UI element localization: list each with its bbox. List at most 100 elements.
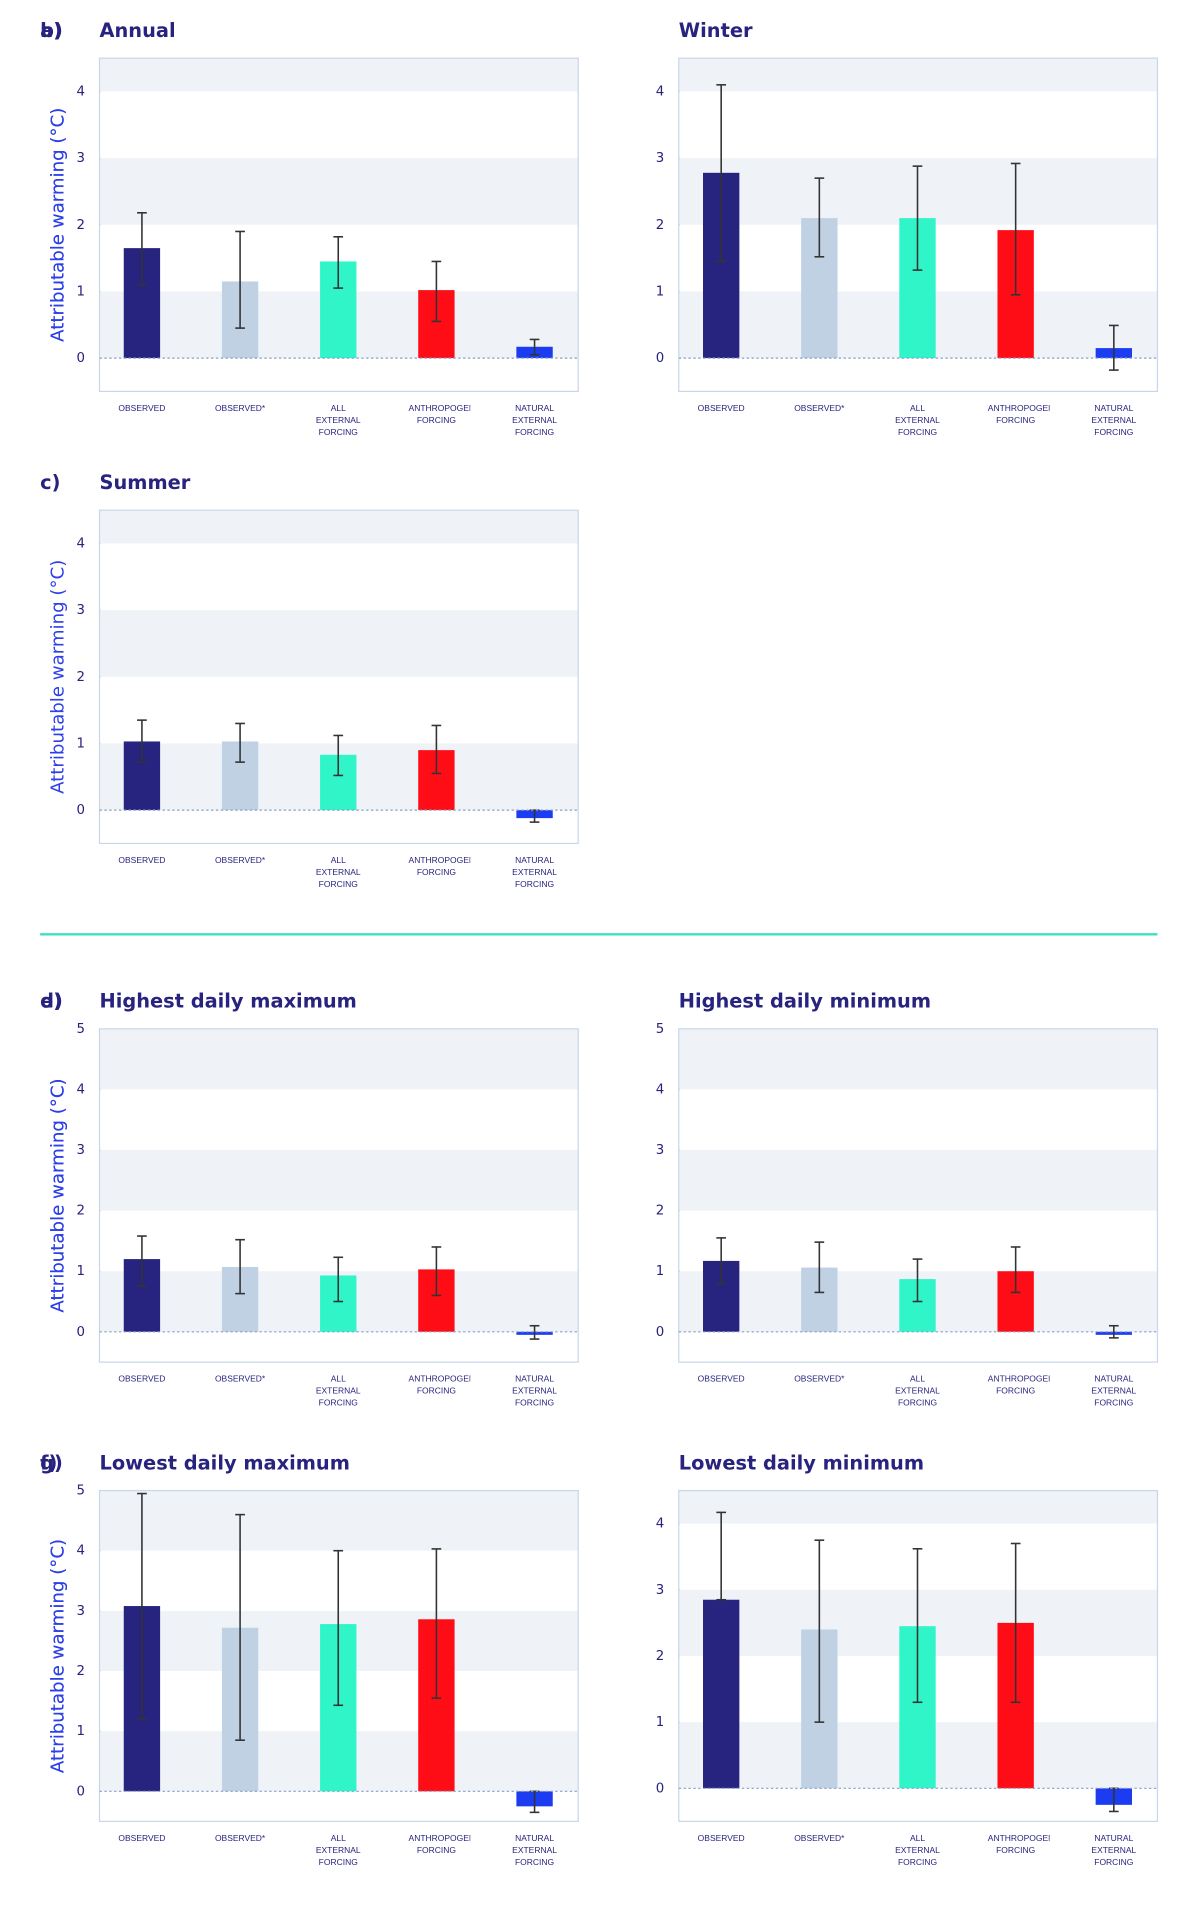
y-tick-label: 2 <box>76 218 84 233</box>
shaded-band <box>99 158 579 225</box>
x-tick-label: ALL EXTERNAL FORCING <box>315 1375 361 1409</box>
y-axis-label: Attributable warming (°C) <box>47 1078 68 1312</box>
y-tick-label: 3 <box>76 151 84 166</box>
x-tick-label: ANTHROPOGENIC FORCING <box>408 1834 471 1856</box>
category-label-box: ALL EXTERNAL FORCING <box>315 404 361 438</box>
shaded-band <box>678 58 1158 92</box>
y-tick-label: 0 <box>656 351 664 366</box>
category-label-box: OBSERVED* <box>214 404 266 414</box>
category-label-box: NATURAL EXTERNAL FORCING <box>1091 404 1137 438</box>
category-label-box: ANTHROPOGENIC FORCING <box>987 404 1050 426</box>
category-label-box: ALL EXTERNAL FORCING <box>895 1375 940 1408</box>
x-tick-label: OBSERVED <box>697 404 745 414</box>
category-label-box: NATURAL EXTERNAL FORCING <box>1091 1375 1137 1409</box>
y-tick-label: 3 <box>656 151 664 166</box>
y-tick-label: 2 <box>656 1204 664 1219</box>
category-label-box: ANTHROPOGENIC FORCING <box>408 1834 471 1856</box>
category-label-box: OBSERVED* <box>214 856 266 866</box>
x-tick-label: OBSERVED* <box>214 856 266 866</box>
x-tick-label: ANTHROPOGENIC FORCING <box>408 404 471 426</box>
y-tick-label: 5 <box>656 1022 664 1037</box>
panel-title: Winter <box>679 19 753 42</box>
y-tick-label: 3 <box>76 1143 84 1158</box>
y-tick-label: 1 <box>656 1264 664 1279</box>
x-tick-label: NATURAL EXTERNAL FORCING <box>1091 1375 1137 1409</box>
shaded-band <box>99 1490 579 1551</box>
y-tick-label: 5 <box>76 1484 84 1499</box>
x-tick-label: NATURAL EXTERNAL FORCING <box>512 1834 557 1868</box>
category-label-box: ALL EXTERNAL FORCING <box>895 1834 940 1868</box>
category-label-box: NATURAL EXTERNAL FORCING <box>1091 1835 1136 1868</box>
plot-frame <box>98 1489 579 1822</box>
y-tick-label: 2 <box>76 1664 84 1679</box>
y-axis-label: Attributable warming (°C) <box>47 1078 68 1312</box>
y-axis-label: Attributable warming (°C) <box>47 1539 68 1773</box>
x-tick-label: ALL EXTERNAL FORCING <box>315 856 361 890</box>
category-label-box: NATURAL EXTERNAL FORCING <box>512 1375 557 1408</box>
x-tick-label: OBSERVED <box>697 1834 745 1844</box>
y-tick-label: 3 <box>76 1604 84 1619</box>
shaded-band <box>678 1028 1158 1090</box>
y-tick-label: 3 <box>76 603 84 618</box>
panel-label: b) <box>40 19 63 42</box>
y-tick-label: 1 <box>656 1715 664 1730</box>
category-label-box: ANTHROPOGENIC FORCING <box>987 1375 1050 1397</box>
plot-frame <box>678 1028 1159 1363</box>
category-label-box: OBSERVED* <box>214 1375 266 1384</box>
y-axis-label: Attributable warming (°C) <box>47 108 68 342</box>
x-tick-label: OBSERVED* <box>214 404 266 414</box>
x-tick-label: ALL EXTERNAL FORCING <box>315 404 361 438</box>
x-tick-label: ANTHROPOGENIC FORCING <box>987 1834 1050 1856</box>
y-axis-label: Attributable warming (°C) <box>47 108 68 342</box>
y-tick-label: 3 <box>656 1143 664 1158</box>
y-tick-label: 2 <box>76 1204 84 1219</box>
x-tick-label: NATURAL EXTERNAL FORCING <box>512 404 557 438</box>
y-axis-label: Attributable warming (°C) <box>47 1539 68 1773</box>
y-tick-label: 0 <box>656 1781 664 1796</box>
category-label-box: OBSERVED <box>118 1375 166 1384</box>
x-tick-label: NATURAL EXTERNAL FORCING <box>512 856 557 890</box>
x-tick-label: OBSERVED <box>118 1375 166 1384</box>
x-tick-label: OBSERVED* <box>214 1834 266 1844</box>
y-tick-label: 4 <box>76 1082 84 1097</box>
category-label-box: ALL EXTERNAL FORCING <box>895 405 940 438</box>
panel-title: Highest daily minimum <box>679 990 931 1013</box>
panel-label: c) <box>40 471 60 494</box>
y-tick-label: 0 <box>76 1784 84 1799</box>
panel-label: a) <box>40 19 62 42</box>
category-label-box: ANTHROPOGENIC FORCING <box>987 1834 1050 1856</box>
x-tick-label: ANTHROPOGENIC FORCING <box>987 1375 1050 1397</box>
shaded-band <box>99 510 579 544</box>
y-tick-label: 4 <box>76 537 84 552</box>
category-label-box: OBSERVED <box>697 404 745 414</box>
panel-title: Lowest daily minimum <box>679 1451 924 1474</box>
panel-title: Annual <box>100 19 176 42</box>
panel-label: f) <box>40 1451 57 1474</box>
x-tick-label: OBSERVED <box>118 1834 166 1844</box>
y-axis-label: Attributable warming (°C) <box>47 560 68 794</box>
x-tick-label: OBSERVED* <box>214 1375 266 1384</box>
y-tick-label: 4 <box>76 84 84 99</box>
y-tick-label: 2 <box>656 218 664 233</box>
category-label-box: OBSERVED* <box>794 1375 845 1384</box>
x-tick-label: NATURAL EXTERNAL FORCING <box>1091 404 1137 438</box>
shaded-band <box>678 1490 1158 1524</box>
y-tick-label: 4 <box>656 84 664 99</box>
y-tick-label: 0 <box>76 803 84 818</box>
y-tick-label: 1 <box>76 1724 84 1739</box>
x-tick-label: ALL EXTERNAL FORCING <box>895 1834 940 1868</box>
category-label-box: NATURAL EXTERNAL FORCING <box>512 856 557 890</box>
y-tick-label: 0 <box>656 1325 664 1340</box>
shaded-band <box>99 1028 579 1090</box>
panel-title: Lowest daily maximum <box>100 1451 350 1474</box>
x-tick-label: OBSERVED <box>118 404 166 414</box>
category-label-box: OBSERVED* <box>214 1834 266 1844</box>
y-tick-label: 5 <box>76 1022 84 1037</box>
y-tick-label: 1 <box>656 284 664 299</box>
x-tick-label: ANTHROPOGENIC FORCING <box>987 404 1050 426</box>
y-tick-label: 3 <box>656 1583 664 1598</box>
x-tick-label: OBSERVED* <box>794 1375 845 1384</box>
panel-title: Summer <box>100 471 191 494</box>
y-tick-label: 0 <box>76 1325 84 1340</box>
